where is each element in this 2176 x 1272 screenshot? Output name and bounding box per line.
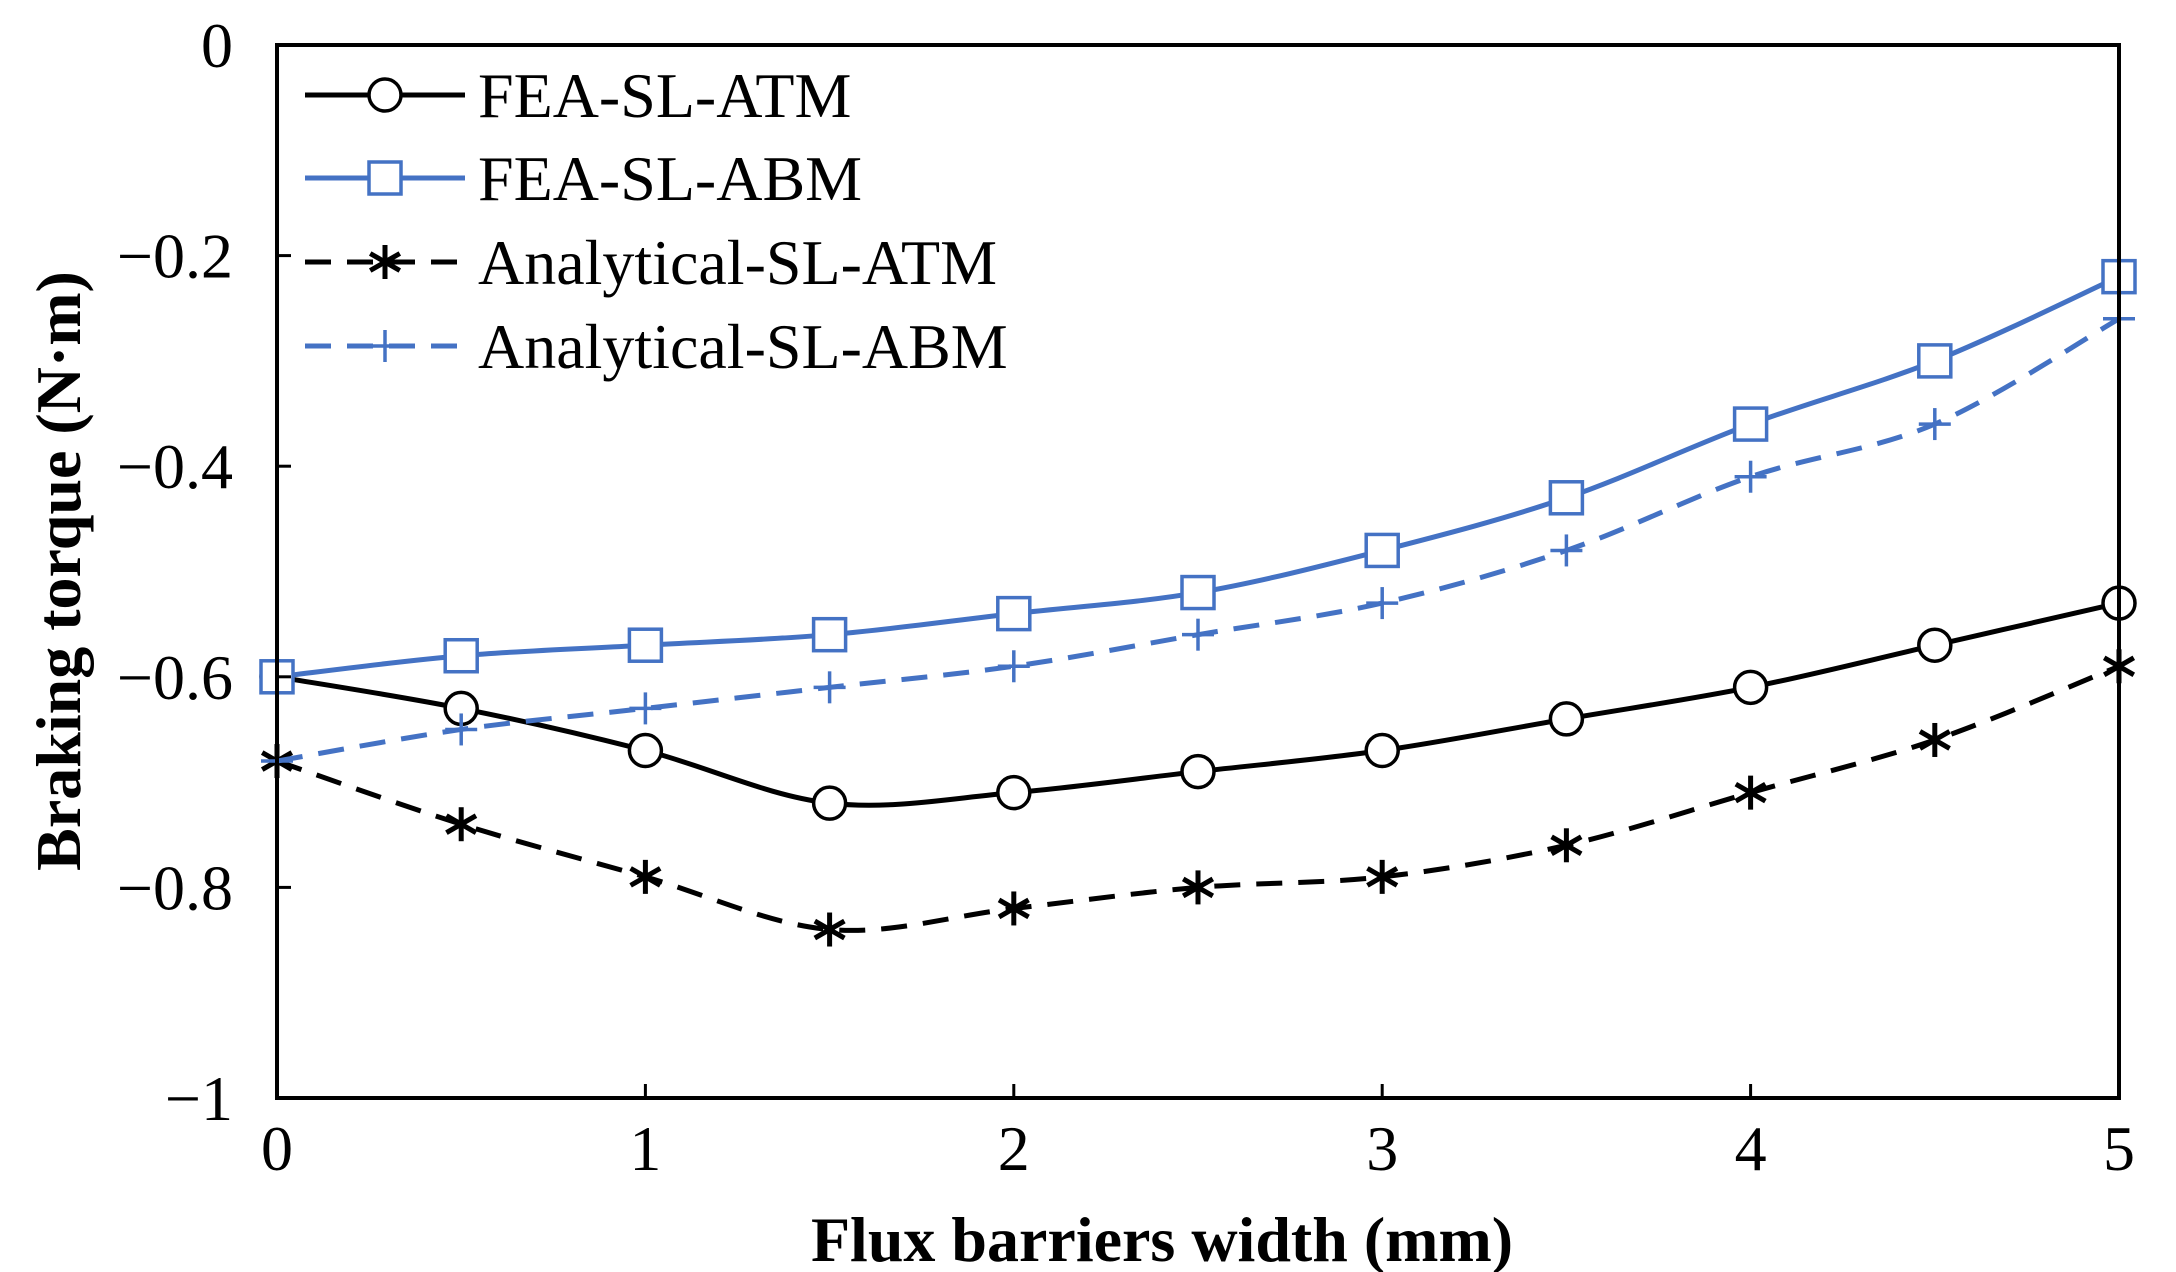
- data-point-shape: [443, 637, 479, 674]
- data-point-shape: [1548, 701, 1585, 737]
- data-point: [996, 595, 1032, 632]
- data-point-shape: [1180, 574, 1216, 611]
- x-tick-label: 4: [1735, 1113, 1767, 1184]
- y-tick-label: −0.4: [117, 431, 233, 502]
- x-tick-label: 3: [1366, 1113, 1398, 1184]
- legend-marker-shape: [367, 77, 403, 113]
- data-point: [1550, 534, 1583, 567]
- data-point-stroke: [1550, 834, 1583, 856]
- series-layer: [259, 258, 2137, 947]
- legend-marker: [367, 160, 403, 196]
- data-point-shape: [1548, 480, 1585, 516]
- data-point: [1548, 480, 1585, 516]
- data-point: [1548, 701, 1585, 737]
- data-point-shape: [996, 595, 1032, 632]
- data-point: [811, 785, 848, 821]
- data-point-shape: [1364, 532, 1400, 569]
- legend-item: Analytical-SL-ABM: [305, 311, 1008, 382]
- plot-frame: [275, 43, 2121, 1100]
- data-point: [445, 807, 478, 842]
- x-axis-title: Flux barriers width (mm): [811, 1204, 1513, 1272]
- data-point: [1182, 618, 1214, 651]
- data-point: [1180, 574, 1216, 611]
- data-point-shape: [1364, 732, 1400, 769]
- data-point: [1917, 343, 1953, 379]
- y-tick-label: −1: [165, 1063, 233, 1134]
- data-point: [813, 912, 846, 947]
- data-point-shape: [1917, 627, 1953, 663]
- data-point: [813, 671, 846, 704]
- data-point: [1734, 775, 1767, 810]
- data-point: [629, 692, 662, 725]
- x-tick-label: 2: [998, 1113, 1030, 1184]
- y-axis-title: Braking torque (N·m): [23, 271, 94, 871]
- legend: FEA-SL-ATM FEA-SL-ABM Analytical-SL-ATM Ana…: [305, 60, 1008, 382]
- data-point: [1732, 406, 1769, 442]
- data-point-shape: [1732, 406, 1769, 442]
- data-point: [1550, 828, 1583, 863]
- data-point-stroke: [1734, 781, 1767, 804]
- data-point: [811, 616, 848, 653]
- data-point: [1917, 627, 1953, 663]
- ticks-layer: 0 1 2 3 4 5 0 −0.2 −0.4 −0.6 −0.8 −1: [117, 10, 2135, 1184]
- legend-marker-stroke: [368, 251, 402, 273]
- data-point-shape: [627, 627, 664, 663]
- data-point: [629, 859, 662, 894]
- y-tick-label: −0.6: [117, 642, 233, 713]
- data-point-stroke: [1918, 729, 1951, 751]
- legend-item: Analytical-SL-ATM: [305, 227, 997, 298]
- legend-marker: [367, 77, 403, 113]
- legend-marker-shape: [367, 160, 403, 196]
- legend-label: Analytical-SL-ATM: [478, 227, 997, 298]
- data-point: [1918, 722, 1951, 757]
- data-point: [627, 732, 664, 769]
- data-point: [1732, 669, 1769, 706]
- data-point: [1366, 587, 1399, 620]
- data-point-shape: [1917, 343, 1953, 379]
- data-point-shape: [996, 774, 1032, 811]
- series-1: [259, 585, 2137, 821]
- data-point: [996, 774, 1032, 811]
- data-point: [1364, 532, 1400, 569]
- legend-marker: [369, 330, 401, 362]
- data-point: [1366, 859, 1399, 894]
- data-point: [1918, 408, 1951, 441]
- data-point: [443, 637, 479, 674]
- y-tick-label: −0.8: [117, 852, 233, 923]
- data-point: [997, 650, 1030, 683]
- data-point: [1364, 732, 1400, 769]
- data-point-stroke: [445, 813, 478, 835]
- legend-marker: [368, 245, 402, 279]
- x-tick-label: 1: [629, 1113, 661, 1184]
- data-point: [1181, 870, 1215, 905]
- legend-label: FEA-SL-ABM: [478, 143, 862, 214]
- y-tick-label: −0.2: [117, 221, 233, 292]
- data-point: [627, 627, 664, 663]
- data-point-stroke: [997, 897, 1030, 920]
- legend-label: Analytical-SL-ABM: [478, 311, 1008, 382]
- legend-item: FEA-SL-ATM: [305, 60, 851, 131]
- data-point: [997, 891, 1030, 926]
- data-point-shape: [811, 785, 848, 821]
- legend-label: FEA-SL-ATM: [478, 60, 851, 131]
- x-tick-label: 5: [2103, 1113, 2135, 1184]
- data-point: [445, 713, 478, 746]
- data-point-stroke: [629, 866, 662, 888]
- x-tick-label: 0: [261, 1113, 293, 1184]
- data-point: [1180, 753, 1216, 790]
- data-point-shape: [1180, 753, 1216, 790]
- data-point-shape: [1732, 669, 1769, 706]
- data-point: [1734, 460, 1767, 493]
- data-point-shape: [627, 732, 664, 769]
- y-tick-label: 0: [201, 10, 233, 81]
- data-point-stroke: [1181, 876, 1215, 899]
- legend-item: FEA-SL-ABM: [305, 143, 862, 214]
- data-point-shape: [811, 616, 848, 653]
- data-point-stroke: [813, 918, 846, 941]
- data-point-stroke: [1366, 866, 1399, 888]
